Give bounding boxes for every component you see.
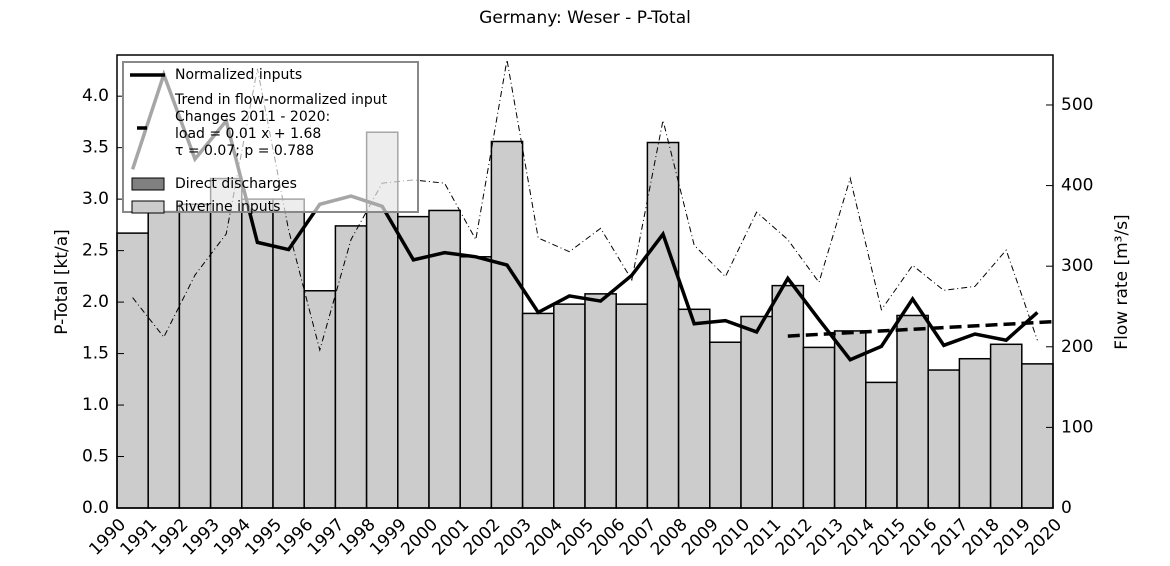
bar: [989, 343, 1023, 509]
y-tick-label: 1.0: [82, 395, 109, 415]
legend-label: Normalized inputs: [175, 67, 302, 83]
annotation: Changes 2011 - 2020:: [175, 109, 330, 125]
y-tick-label: 3.0: [82, 189, 109, 209]
bar: [303, 290, 337, 509]
bar: [116, 232, 149, 509]
line: [130, 69, 1039, 362]
y-tick-label: 2.0: [82, 292, 109, 312]
bar: [178, 203, 212, 509]
bar: [615, 303, 649, 509]
bar: [209, 177, 243, 509]
y2-tick-label: 300: [1061, 256, 1093, 276]
y2-tick-label: 100: [1061, 417, 1093, 437]
bar: [646, 141, 680, 509]
y2-tick-label: 200: [1061, 337, 1093, 357]
bar: [584, 293, 617, 509]
legend-label: Direct discharges: [175, 176, 297, 192]
bar: [709, 341, 742, 509]
y2-tick-label: 0: [1061, 498, 1072, 518]
chart-title: Germany: Weser - P-Total: [479, 8, 691, 28]
y-tick-label: 1.5: [82, 344, 109, 364]
line: [132, 59, 1038, 352]
line: [787, 319, 1054, 338]
bar: [771, 284, 805, 509]
bar: [334, 225, 368, 509]
bar: [553, 303, 586, 509]
legend: Normalized inputs Trend in flow-normalize…: [122, 61, 419, 215]
legend-label: Trend in flow-normalized input: [174, 92, 388, 108]
y2-tick-label: 500: [1061, 95, 1093, 115]
bar: [927, 369, 961, 509]
bar: [1021, 363, 1054, 509]
y-tick-label: 0.5: [82, 447, 109, 467]
legend-label: Riverine inputs: [175, 199, 280, 215]
y2-axis-label: Flow rate [m³/s]: [1112, 214, 1132, 349]
legend-marker: [131, 177, 165, 191]
bar: [802, 346, 836, 509]
bar: [896, 314, 929, 509]
y-tick-label: 2.5: [82, 241, 109, 261]
y-tick-label: 0.0: [82, 498, 109, 518]
bar: [241, 198, 274, 509]
y-axis-label: P-Total [kt/a]: [52, 229, 72, 334]
legend-marker: [131, 200, 165, 214]
bar: [740, 315, 773, 509]
bar: [490, 140, 524, 509]
bar: [677, 308, 711, 509]
x-tick-label: 2020: [1021, 515, 1066, 560]
y2-tick-label: 400: [1061, 176, 1093, 196]
bar: [958, 357, 992, 509]
bar: [865, 381, 898, 509]
bar: [147, 210, 181, 509]
annotation: load = 0.01 x + 1.68: [175, 126, 321, 142]
bar: [459, 256, 493, 509]
y-tick-label: 4.0: [82, 86, 109, 106]
bar: [521, 312, 555, 509]
annotation: τ = 0.07; p = 0.788: [175, 143, 314, 159]
legend-box: [122, 61, 419, 213]
y-tick-label: 3.5: [82, 138, 109, 158]
